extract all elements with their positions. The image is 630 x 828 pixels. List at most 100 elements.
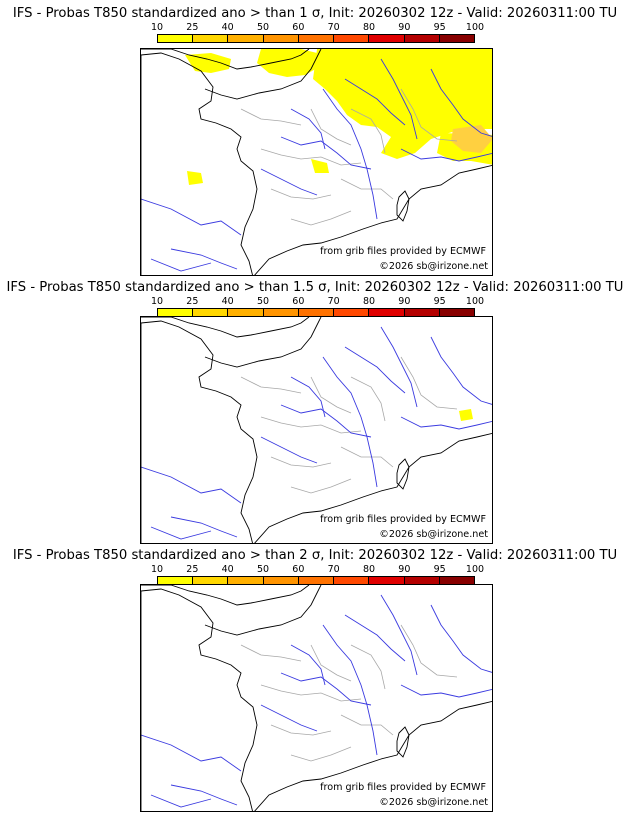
- river-line: [400, 684, 492, 698]
- coastline: [204, 49, 322, 100]
- colorbar-tick-label: 70: [327, 22, 340, 33]
- region-border: [400, 624, 458, 678]
- land-area: [141, 321, 257, 543]
- colorbar: 10 25 40 50 60 70 80 90 95 100: [151, 22, 484, 51]
- colorbar-labels: 10 25 40 50 60 70 80 90 95 100: [151, 564, 484, 576]
- colorbar-tick-label: 40: [221, 22, 234, 33]
- colorbar-swatch: [334, 577, 370, 584]
- colorbar-tick-label: 80: [362, 564, 376, 575]
- colorbar-labels: 10 25 40 50 60 70 80 90 95 100: [151, 22, 484, 34]
- river-line: [430, 68, 492, 137]
- source-credit: from grib files provided by ECMWF: [320, 246, 486, 257]
- land-area: [141, 589, 257, 811]
- colorbar-tick-label: 70: [327, 296, 340, 307]
- colorbar-tick-label: 10: [150, 22, 164, 33]
- coastline: [396, 458, 410, 490]
- region-border: [350, 108, 386, 154]
- region-border: [350, 376, 386, 422]
- river-line: [400, 148, 492, 162]
- map-canvas: [141, 585, 492, 811]
- colorbar-tick-label: 70: [327, 564, 340, 575]
- coastline: [396, 726, 410, 758]
- copyright-credit: ©2026 sb@irizone.net: [379, 797, 488, 808]
- region-border: [350, 644, 386, 690]
- river-line: [170, 516, 238, 538]
- river-line: [380, 326, 418, 408]
- colorbar-tick-label: 80: [362, 296, 376, 307]
- river-line: [430, 336, 492, 405]
- colorbar-tick-label: 95: [433, 564, 446, 575]
- colorbar-tick-label: 90: [398, 564, 411, 575]
- river-line: [344, 78, 406, 126]
- probability-shading: [313, 49, 492, 159]
- colorbar-swatch: [158, 577, 194, 584]
- colorbar-tick-label: 10: [150, 296, 164, 307]
- river-line: [380, 58, 418, 140]
- colorbar-tick-label: 25: [186, 564, 199, 575]
- colorbar-swatch: [158, 309, 194, 316]
- map-canvas: [141, 49, 492, 275]
- source-credit: from grib files provided by ECMWF: [320, 514, 486, 525]
- colorbar-swatch: [263, 577, 299, 584]
- river-line: [280, 672, 372, 706]
- colorbar-swatch: [158, 35, 194, 42]
- coastline: [204, 585, 322, 636]
- colorbar-swatch: [228, 309, 264, 316]
- map-frame: from grib files provided by ECMWF ©2026 …: [140, 584, 493, 812]
- river-line: [260, 168, 318, 196]
- region-border: [340, 714, 394, 736]
- river-line: [150, 258, 212, 272]
- colorbar-tick-label: 100: [465, 296, 485, 307]
- map-frame: from grib files provided by ECMWF ©2026 …: [140, 48, 493, 276]
- colorbar-tick-label: 100: [465, 22, 485, 33]
- colorbar-tick-label: 50: [256, 22, 270, 33]
- region-border: [310, 108, 352, 146]
- river-line: [290, 108, 326, 150]
- coastline: [141, 49, 310, 70]
- colorbar-tick-label: 90: [398, 22, 411, 33]
- coastline: [254, 433, 492, 543]
- colorbar-swatch: [334, 309, 370, 316]
- colorbar-tick-label: 40: [221, 564, 234, 575]
- map-canvas: [141, 317, 492, 543]
- colorbar-swatch: [404, 35, 440, 42]
- copyright-credit: ©2026 sb@irizone.net: [379, 261, 488, 272]
- colorbar-tick-label: 90: [398, 296, 411, 307]
- region-border: [340, 178, 394, 200]
- colorbar-swatch: [439, 35, 474, 42]
- river-line: [260, 704, 318, 732]
- region-border: [270, 724, 332, 736]
- colorbar-swatch: [228, 35, 264, 42]
- river-line: [170, 248, 238, 270]
- river-line: [400, 416, 492, 430]
- colorbar-swatch: [263, 309, 299, 316]
- coastline: [141, 585, 310, 606]
- colorbar-tick-label: 60: [292, 564, 305, 575]
- river-line: [430, 604, 492, 673]
- colorbar-swatch: [298, 309, 335, 316]
- region-border: [270, 456, 332, 468]
- region-border: [310, 376, 352, 414]
- colorbar-swatch: [228, 577, 264, 584]
- region-border: [310, 644, 352, 682]
- colorbar-tick-label: 25: [186, 22, 199, 33]
- river-line: [260, 436, 318, 464]
- colorbar-tick-label: 80: [362, 22, 376, 33]
- colorbar-tick-label: 40: [221, 296, 234, 307]
- colorbar-tick-label: 10: [150, 564, 164, 575]
- copyright-credit: ©2026 sb@irizone.net: [379, 529, 488, 540]
- region-border: [260, 148, 362, 166]
- colorbar-swatch: [193, 309, 229, 316]
- region-border: [290, 210, 352, 226]
- river-line: [150, 794, 212, 808]
- colorbar-tick-label: 50: [256, 296, 270, 307]
- coastline: [254, 701, 492, 811]
- coastline: [141, 320, 258, 543]
- coastline: [141, 317, 310, 338]
- probability-shading-mid: [451, 125, 492, 153]
- region-border: [240, 644, 302, 662]
- colorbar-swatch: [193, 577, 229, 584]
- probability-shading: [459, 409, 473, 421]
- colorbar-swatch: [369, 577, 405, 584]
- colorbar-swatch: [439, 577, 474, 584]
